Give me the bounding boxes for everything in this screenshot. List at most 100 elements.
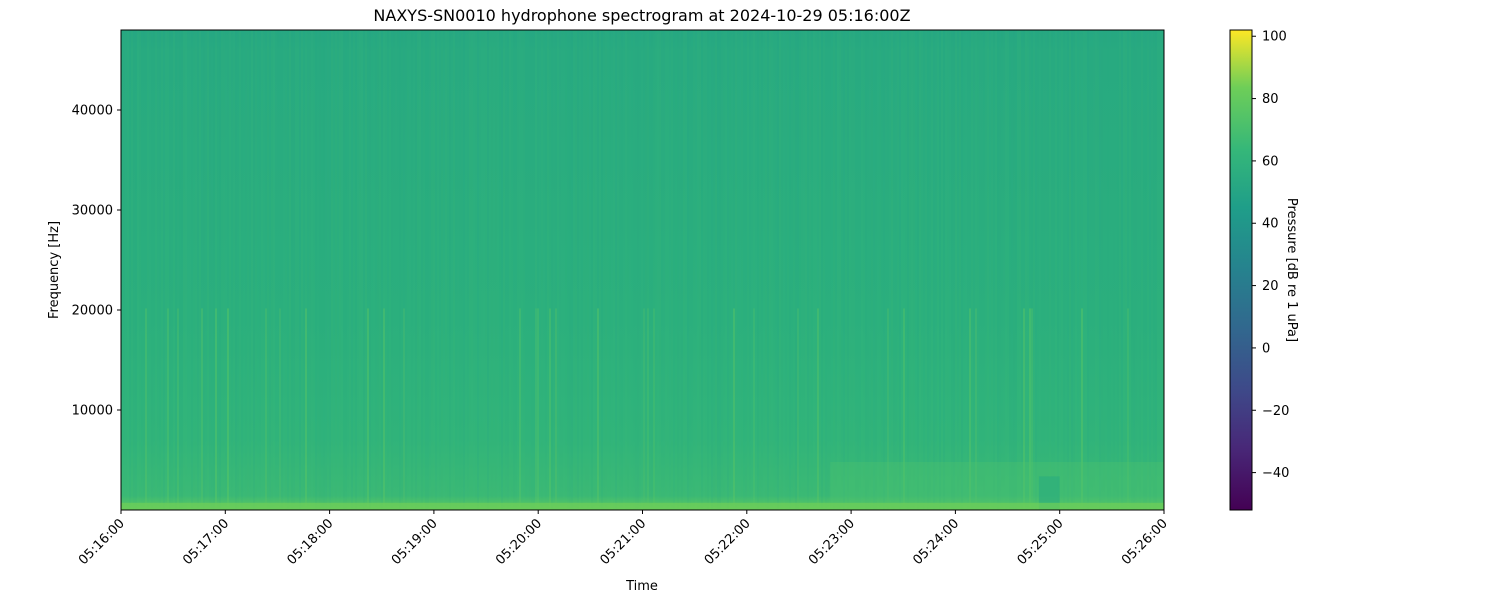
texture-stripe xyxy=(903,30,905,510)
colorbar-tick-label: −20 xyxy=(1262,404,1289,419)
texture-stripe xyxy=(469,30,471,510)
transient-stripe xyxy=(403,308,405,510)
texture-stripe xyxy=(559,30,561,510)
texture-stripe xyxy=(175,30,177,510)
texture-stripe xyxy=(211,30,213,510)
texture-stripe xyxy=(651,30,653,510)
texture-stripe xyxy=(709,30,711,510)
texture-stripe xyxy=(1061,30,1063,510)
texture-stripe xyxy=(365,30,367,510)
texture-stripe xyxy=(577,30,579,510)
texture-stripe xyxy=(223,30,225,510)
transient-stripe xyxy=(1029,308,1031,510)
texture-stripe xyxy=(657,30,659,510)
texture-stripe xyxy=(635,30,637,510)
texture-stripe xyxy=(899,30,901,510)
texture-stripe xyxy=(779,30,781,510)
texture-stripe xyxy=(1157,30,1159,510)
texture-stripe xyxy=(543,30,545,510)
transient-stripe xyxy=(797,308,799,510)
texture-stripe xyxy=(357,30,359,510)
texture-stripe xyxy=(245,30,247,510)
texture-stripe xyxy=(153,30,155,510)
texture-stripe xyxy=(473,30,475,510)
texture-stripe xyxy=(707,30,709,510)
texture-stripe xyxy=(281,30,283,510)
texture-stripe xyxy=(1123,30,1125,510)
texture-stripe xyxy=(809,30,811,510)
texture-stripe xyxy=(487,30,489,510)
texture-stripe xyxy=(409,30,411,510)
texture-stripe xyxy=(1055,30,1057,510)
texture-stripe xyxy=(571,30,573,510)
texture-stripe xyxy=(1019,30,1021,510)
texture-stripe xyxy=(925,30,927,510)
texture-stripe xyxy=(823,30,825,510)
texture-stripe xyxy=(973,30,975,510)
texture-stripe xyxy=(435,30,437,510)
texture-stripe xyxy=(547,30,549,510)
texture-stripe xyxy=(675,30,677,510)
texture-stripe xyxy=(1093,30,1095,510)
texture-stripe xyxy=(451,30,453,510)
x-tick-label: 05:24:00 xyxy=(910,516,962,568)
texture-stripe xyxy=(375,30,377,510)
texture-stripe xyxy=(787,30,789,510)
texture-stripe xyxy=(173,30,175,510)
texture-stripe xyxy=(645,30,647,510)
texture-stripe xyxy=(201,30,203,510)
texture-stripe xyxy=(197,30,199,510)
texture-stripe xyxy=(1063,30,1065,510)
texture-stripe xyxy=(229,30,231,510)
texture-stripe xyxy=(263,30,265,510)
texture-stripe xyxy=(269,30,271,510)
texture-stripe xyxy=(527,30,529,510)
texture-stripe xyxy=(865,30,867,510)
texture-stripe xyxy=(215,30,217,510)
texture-stripe xyxy=(659,30,661,510)
texture-stripe xyxy=(569,30,571,510)
texture-stripe xyxy=(895,30,897,510)
texture-stripe xyxy=(477,30,479,510)
texture-stripe xyxy=(587,30,589,510)
texture-stripe xyxy=(655,30,657,510)
texture-stripe xyxy=(843,30,845,510)
texture-stripe xyxy=(1087,30,1089,510)
texture-stripe xyxy=(789,30,791,510)
texture-stripe xyxy=(1149,30,1151,510)
texture-stripe xyxy=(743,30,745,510)
texture-stripe xyxy=(169,30,171,510)
x-axis-label: Time xyxy=(625,579,658,594)
texture-stripe xyxy=(971,30,973,510)
texture-stripe xyxy=(415,30,417,510)
texture-stripe xyxy=(741,30,743,510)
texture-stripe xyxy=(395,30,397,510)
texture-stripe xyxy=(137,30,139,510)
transient-stripe xyxy=(733,308,735,510)
transient-stripe xyxy=(1031,308,1033,510)
transient-stripe xyxy=(215,308,217,510)
texture-stripe xyxy=(335,30,337,510)
texture-stripe xyxy=(649,30,651,510)
texture-stripe xyxy=(715,30,717,510)
texture-stripe xyxy=(135,30,137,510)
texture-stripe xyxy=(961,30,963,510)
texture-stripe xyxy=(221,30,223,510)
texture-stripe xyxy=(453,30,455,510)
texture-stripe xyxy=(815,30,817,510)
texture-stripe xyxy=(1137,30,1139,510)
texture-stripe xyxy=(997,30,999,510)
texture-stripe xyxy=(425,30,427,510)
texture-stripe xyxy=(311,30,313,510)
texture-stripe xyxy=(155,30,157,510)
texture-stripe xyxy=(267,30,269,510)
texture-stripe xyxy=(917,30,919,510)
texture-stripe xyxy=(251,30,253,510)
texture-stripe xyxy=(551,30,553,510)
texture-stripe xyxy=(663,30,665,510)
transient-stripe xyxy=(653,308,655,510)
texture-stripe xyxy=(595,30,597,510)
transient-stripe xyxy=(145,308,147,510)
texture-stripe xyxy=(1133,30,1135,510)
texture-stripe xyxy=(1131,30,1133,510)
